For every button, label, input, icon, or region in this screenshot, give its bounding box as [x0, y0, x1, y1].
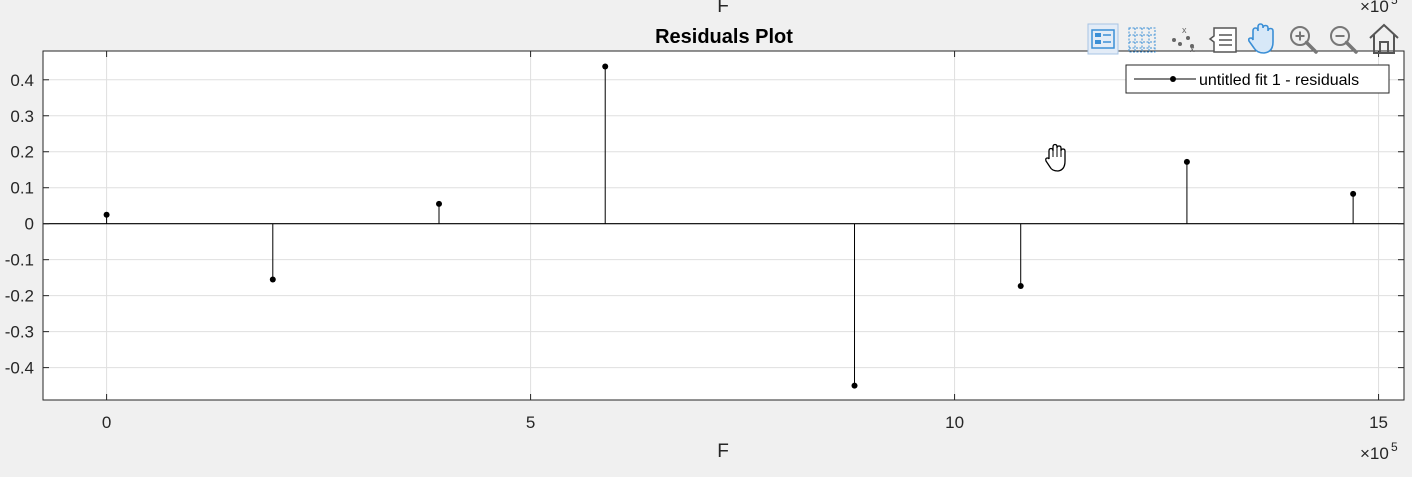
residual-point[interactable]	[436, 200, 443, 207]
axes-toolbar: x x	[1087, 23, 1399, 55]
top-x-exponent-value: 5	[1391, 0, 1398, 7]
y-tick-label: 0	[25, 215, 34, 234]
top-x-axis-label: F	[717, 0, 729, 17]
axes-frame	[42, 50, 1405, 401]
residual-point[interactable]	[269, 276, 276, 283]
zoom-in-icon[interactable]	[1290, 26, 1318, 54]
x-tick-labels: 0 5 10 15	[102, 413, 1388, 432]
legend[interactable]: untitled fit 1 - residuals	[1125, 64, 1390, 94]
y-tick-labels: 0.4 0.3 0.2 0.1 0 -0.1 -0.2 -0.3 -0.4	[5, 71, 34, 378]
brush-icon[interactable]	[1208, 27, 1237, 53]
residual-point[interactable]	[602, 63, 609, 70]
svg-text:x: x	[1182, 25, 1187, 35]
residual-point[interactable]	[1017, 282, 1024, 289]
top-x-multiplier: ×10	[1360, 0, 1389, 16]
legend-marker-sample	[1170, 76, 1176, 82]
plot-area[interactable]	[43, 51, 1404, 400]
x-exponent-value: 5	[1391, 440, 1398, 454]
legend-entry-label: untitled fit 1 - residuals	[1199, 72, 1359, 89]
x-multiplier: ×10	[1360, 444, 1389, 463]
svg-text:x: x	[1190, 44, 1195, 54]
x-tick-label: 15	[1369, 413, 1388, 432]
x-tick-label: 5	[526, 413, 535, 432]
residual-point[interactable]	[103, 211, 110, 218]
x-exponent: ×10 5	[1360, 440, 1398, 463]
x-tick-label: 10	[945, 413, 964, 432]
residual-point[interactable]	[1183, 158, 1190, 165]
x-axis-label: F	[717, 441, 729, 462]
stem-series	[103, 63, 1357, 389]
pan-icon[interactable]	[1247, 23, 1274, 54]
x-tick-label: 0	[102, 413, 111, 432]
axis-ticks	[43, 51, 1404, 400]
residual-point[interactable]	[1350, 190, 1357, 197]
data-cursor-icon[interactable]: x x	[1172, 25, 1195, 54]
zoom-out-icon[interactable]	[1330, 26, 1358, 54]
legend-icon[interactable]	[1087, 23, 1119, 55]
top-x-exponent: ×10 5	[1360, 0, 1398, 16]
home-icon[interactable]	[1369, 23, 1399, 54]
y-tick-label: -0.2	[5, 287, 34, 306]
y-tick-label: 0.4	[10, 71, 34, 90]
y-tick-label: 0.3	[10, 107, 34, 126]
residual-point[interactable]	[851, 382, 858, 389]
hand-cursor-icon	[1045, 143, 1066, 172]
y-tick-label: -0.4	[5, 359, 34, 378]
grid-icon[interactable]	[1128, 27, 1156, 53]
y-tick-label: -0.1	[5, 251, 34, 270]
y-tick-label: 0.1	[10, 179, 34, 198]
y-tick-label: 0.2	[10, 143, 34, 162]
chart-title: Residuals Plot	[655, 26, 793, 48]
y-tick-label: -0.3	[5, 323, 34, 342]
